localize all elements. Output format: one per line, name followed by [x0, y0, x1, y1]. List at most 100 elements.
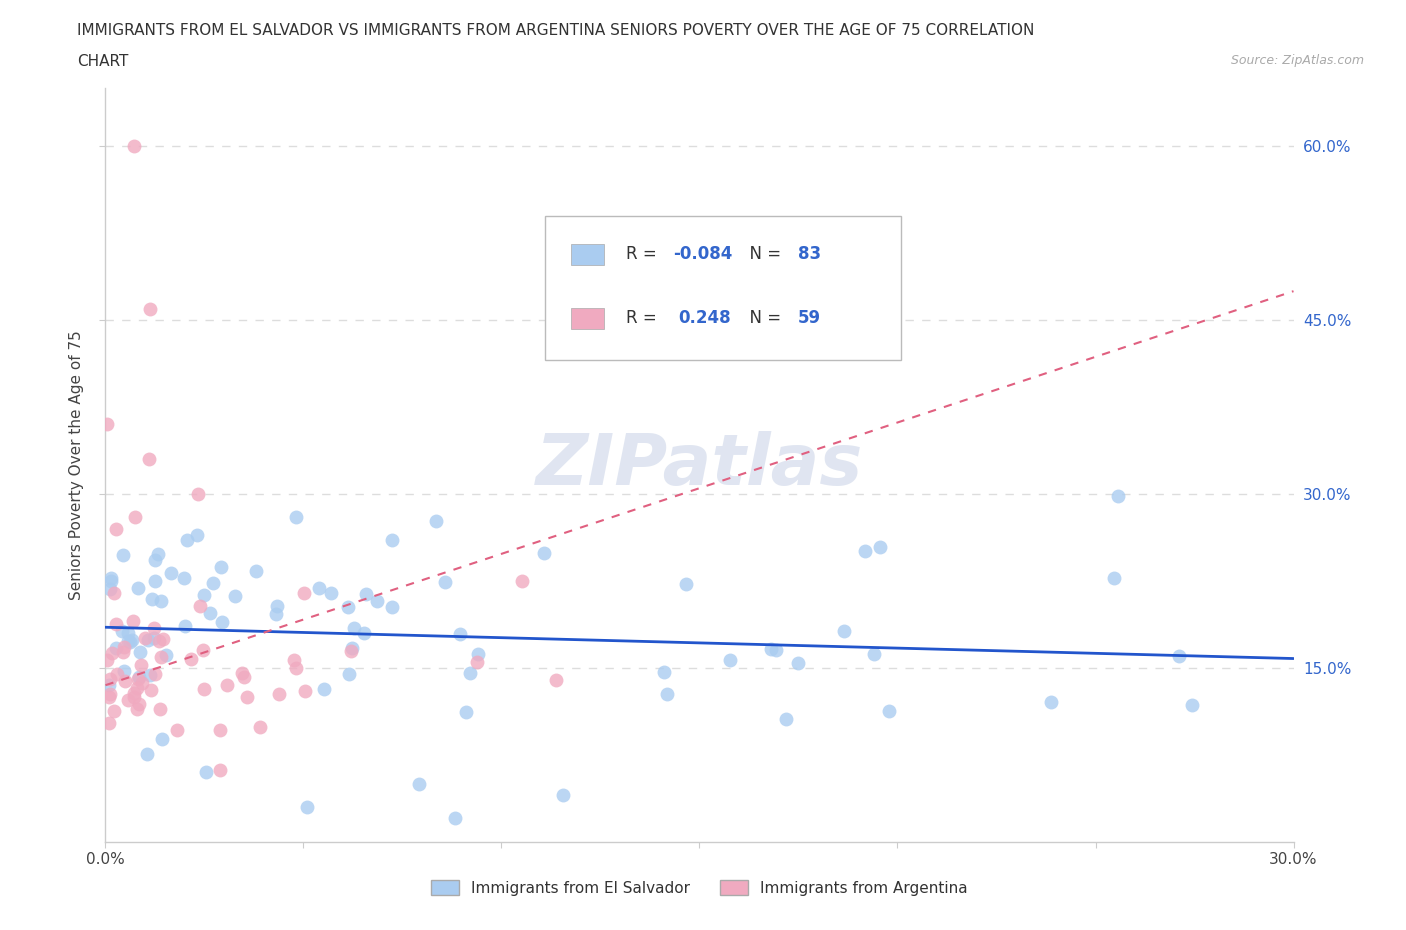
Point: [122, 685, 145, 700]
Point: [101, 646, 124, 661]
Point: [138, 632, 160, 647]
Point: [122, 139, 145, 153]
Point: [314, 682, 336, 697]
Point: [98, 678, 121, 693]
Point: [285, 660, 308, 675]
Point: [408, 777, 430, 791]
Point: [787, 656, 810, 671]
Point: [231, 666, 253, 681]
Point: [1181, 698, 1204, 712]
Point: [128, 670, 150, 684]
Point: [675, 577, 697, 591]
Point: [111, 548, 134, 563]
Point: [127, 581, 149, 596]
Text: N =: N =: [738, 309, 786, 327]
Point: [1168, 648, 1191, 663]
Point: [143, 621, 166, 636]
Point: [381, 600, 404, 615]
Point: [173, 571, 195, 586]
Point: [176, 532, 198, 547]
Point: [266, 599, 288, 614]
Point: [128, 697, 150, 711]
Point: [356, 586, 378, 601]
Point: [96, 653, 118, 668]
Point: [510, 574, 533, 589]
Point: [97, 716, 120, 731]
Point: [143, 552, 166, 567]
Point: [112, 640, 135, 655]
Point: [139, 668, 162, 683]
Point: [449, 626, 471, 641]
Point: [117, 633, 139, 648]
Point: [342, 620, 364, 635]
Point: [285, 510, 308, 525]
Point: [544, 672, 567, 687]
Point: [166, 723, 188, 737]
Point: [209, 560, 232, 575]
Point: [202, 575, 225, 590]
Point: [131, 676, 153, 691]
Point: [160, 565, 183, 580]
Point: [138, 452, 160, 467]
Point: [863, 647, 886, 662]
Point: [759, 642, 782, 657]
Point: [193, 588, 215, 603]
Point: [128, 644, 150, 659]
Point: [209, 763, 232, 777]
Point: [143, 666, 166, 681]
Point: [138, 301, 160, 316]
Point: [103, 586, 125, 601]
Point: [103, 704, 125, 719]
Point: [149, 593, 172, 608]
Point: [174, 618, 197, 633]
Point: [105, 667, 128, 682]
Legend: Immigrants from El Salvador, Immigrants from Argentina: Immigrants from El Salvador, Immigrants …: [425, 873, 974, 902]
Point: [775, 712, 797, 727]
Point: [98, 581, 121, 596]
Text: 83: 83: [799, 246, 821, 263]
Point: [139, 682, 162, 697]
Point: [444, 811, 467, 826]
Point: [180, 652, 202, 667]
FancyBboxPatch shape: [571, 308, 605, 328]
Point: [209, 723, 232, 737]
Point: [111, 644, 134, 659]
Point: [718, 653, 741, 668]
Point: [148, 702, 170, 717]
Point: [294, 684, 316, 698]
Point: [1102, 571, 1125, 586]
Point: [283, 653, 305, 668]
Point: [292, 586, 315, 601]
Point: [467, 646, 489, 661]
Point: [832, 623, 855, 638]
Point: [117, 625, 139, 640]
Point: [337, 600, 360, 615]
Point: [194, 764, 217, 779]
Point: [100, 570, 122, 585]
Point: [190, 598, 212, 613]
Point: [125, 701, 148, 716]
FancyBboxPatch shape: [546, 217, 901, 360]
Point: [853, 543, 876, 558]
Point: [118, 634, 141, 649]
Point: [124, 510, 146, 525]
Point: [112, 663, 135, 678]
Text: -0.084: -0.084: [673, 246, 733, 263]
Point: [211, 614, 233, 629]
Point: [135, 747, 157, 762]
Point: [340, 641, 363, 656]
Point: [143, 574, 166, 589]
Text: R =: R =: [626, 246, 662, 263]
Point: [142, 631, 165, 645]
Point: [337, 667, 360, 682]
Point: [97, 689, 120, 704]
Point: [295, 800, 318, 815]
Point: [1039, 695, 1062, 710]
Text: CHART: CHART: [77, 54, 129, 69]
Point: [105, 522, 128, 537]
Point: [150, 732, 173, 747]
Point: [551, 788, 574, 803]
Point: [148, 633, 170, 648]
Point: [434, 574, 457, 589]
Point: [366, 593, 388, 608]
